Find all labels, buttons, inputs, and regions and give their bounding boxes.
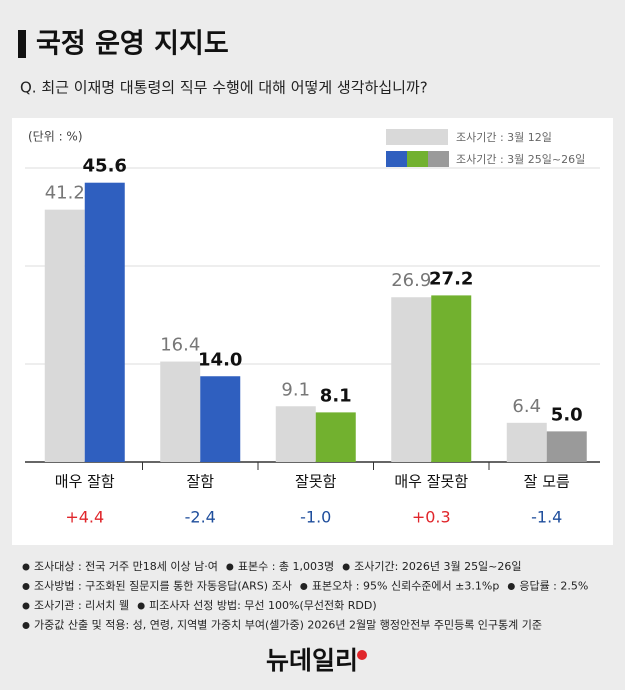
- bullet: [22, 622, 30, 629]
- note: 응답률 : 2.5%: [519, 580, 588, 593]
- value-label: 45.6: [83, 156, 127, 177]
- bar: [44, 209, 85, 462]
- value-label: 41.2: [45, 183, 85, 204]
- note: 조사대상 : 전국 거주 만18세 이상 남·여: [34, 560, 218, 573]
- change-label: -1.4: [531, 508, 562, 527]
- x-tick-label: 잘못함: [295, 473, 337, 491]
- bullet: [22, 563, 30, 571]
- change-label: +4.4: [65, 508, 104, 527]
- value-label: 26.9: [391, 270, 431, 291]
- legend-swatch: [407, 151, 428, 167]
- logo-dot: [357, 650, 367, 660]
- value-label: 8.1: [320, 385, 352, 406]
- bar: [160, 361, 201, 462]
- x-tick-label: 잘함: [186, 473, 214, 491]
- x-tick-label: 매우 잘함: [55, 473, 115, 491]
- x-tick-label: 매우 잘못함: [394, 473, 468, 491]
- value-label: 27.2: [429, 268, 473, 289]
- bar: [506, 422, 547, 462]
- bar: [431, 295, 472, 462]
- bullet: [507, 583, 515, 590]
- legend-swatch: [386, 129, 448, 145]
- bullet: [22, 602, 30, 610]
- bullet: [137, 602, 145, 610]
- bullet: [226, 563, 234, 571]
- note: 조사기관 : 리서치 웰: [34, 599, 129, 612]
- value-label: 5.0: [551, 404, 583, 425]
- value-label: 14.0: [198, 349, 242, 370]
- title: 국정 운영 지지도: [36, 29, 229, 60]
- note: 조사방법 : 구조화된 질문지를 통한 자동응답(ARS) 조사: [34, 580, 292, 593]
- note: 표본수 : 총 1,003명: [238, 560, 334, 573]
- bar: [84, 182, 125, 462]
- bar: [391, 297, 432, 462]
- value-label: 16.4: [160, 335, 200, 356]
- x-tick-label: 잘 모름: [524, 473, 570, 491]
- legend-swatch: [428, 151, 449, 167]
- bullet: [22, 583, 30, 590]
- note: 조사기간: 2026년 3월 25일~26일: [354, 559, 521, 573]
- legend-swatch: [386, 151, 407, 167]
- bullet: [342, 563, 350, 571]
- value-label: 6.4: [512, 396, 541, 417]
- bar: [315, 412, 356, 462]
- title-bar: [18, 30, 26, 58]
- bar: [275, 406, 316, 462]
- legend-label: 조사기간 : 3월 12일: [456, 130, 552, 144]
- value-label: 9.1: [281, 379, 310, 400]
- legend-label: 조사기간 : 3월 25일~26일: [456, 152, 585, 166]
- change-label: +0.3: [412, 508, 451, 527]
- note: 가중값 산출 및 적용: 성, 연령, 지역별 가중치 부여(셀가중) 2026…: [34, 619, 542, 632]
- note: 표본오차 : 95% 신뢰수준에서 ±3.1%p: [312, 580, 500, 593]
- change-label: -2.4: [185, 508, 216, 527]
- bullet: [300, 583, 308, 590]
- bar: [200, 376, 241, 462]
- unit: (단위 : %): [28, 130, 83, 144]
- question: Q. 최근 이재명 대통령의 직무 수행에 대해 어떻게 생각하십니까?: [20, 79, 428, 97]
- change-label: -1.0: [300, 508, 331, 527]
- bar: [546, 431, 587, 462]
- note: 피조사자 선정 방법: 무선 100%(무선전화 RDD): [149, 599, 376, 612]
- logo: 뉴데일리: [266, 646, 358, 675]
